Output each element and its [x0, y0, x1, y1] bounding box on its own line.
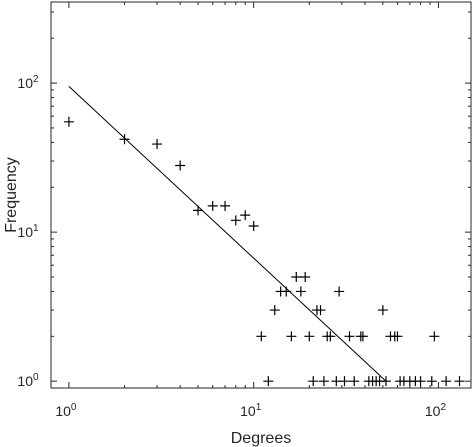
data-point-marker — [308, 376, 319, 387]
data-point-marker — [286, 331, 297, 342]
data-point-marker — [392, 331, 403, 342]
data-point-marker — [220, 200, 231, 211]
data-point-marker — [380, 376, 391, 387]
data-point-marker — [152, 139, 163, 150]
data-point-marker — [377, 305, 388, 316]
data-point-marker — [119, 134, 130, 145]
data-point-marker — [248, 220, 259, 231]
data-point-marker — [441, 376, 452, 387]
x-axis-label: Degrees — [231, 430, 291, 447]
tick-labels: 100 101 102 100 101 102 — [17, 74, 446, 419]
fit-line — [68, 86, 387, 382]
y-tick-label: 102 — [17, 74, 39, 91]
x-tick-label: 101 — [240, 402, 262, 419]
data-point-marker — [256, 331, 267, 342]
data-point-marker — [429, 331, 440, 342]
y-axis-label: Frequency — [3, 157, 20, 233]
data-point-marker — [295, 286, 306, 297]
data-point-marker — [269, 305, 280, 316]
data-point-marker — [349, 376, 360, 387]
data-point-marker — [339, 376, 350, 387]
data-point-marker — [454, 376, 465, 387]
y-tick-label: 100 — [17, 372, 39, 389]
data-point-marker — [334, 286, 345, 297]
data-point-marker — [281, 286, 292, 297]
data-point-marker — [318, 376, 329, 387]
data-point-marker — [230, 215, 241, 226]
data-point-marker — [357, 331, 368, 342]
data-point-marker — [291, 272, 302, 283]
data-point-marker — [193, 205, 204, 216]
data-point-marker — [240, 210, 251, 221]
axis-ticks — [51, 2, 471, 388]
data-point-marker — [344, 331, 355, 342]
data-point-marker — [263, 376, 274, 387]
plot-area-frame — [50, 1, 472, 389]
data-points — [63, 116, 465, 387]
data-point-marker — [300, 272, 311, 283]
data-point-marker — [325, 331, 336, 342]
data-point-marker — [415, 376, 426, 387]
data-point-marker — [304, 331, 315, 342]
data-point-marker — [315, 305, 326, 316]
data-point-marker — [175, 160, 186, 171]
data-point-marker — [207, 200, 218, 211]
x-tick-label: 102 — [425, 402, 447, 419]
x-tick-label: 100 — [55, 402, 77, 419]
data-point-marker — [426, 376, 437, 387]
data-point-marker — [63, 116, 74, 127]
y-tick-label: 101 — [17, 223, 39, 240]
